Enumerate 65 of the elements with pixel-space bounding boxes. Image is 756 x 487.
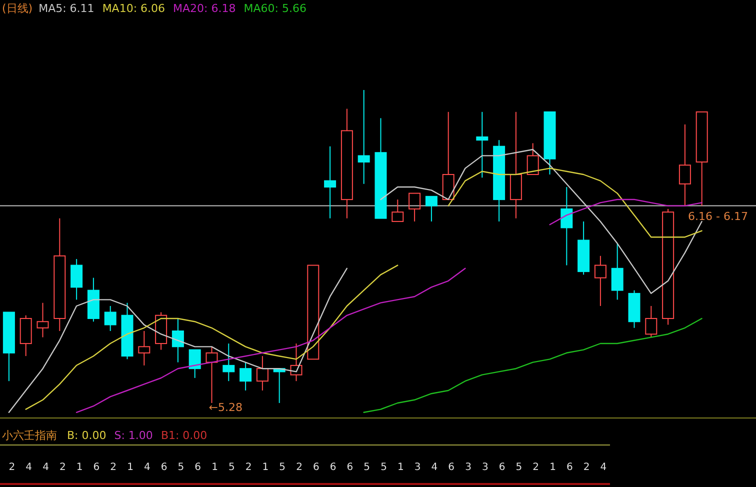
data-label: 6 (93, 462, 100, 473)
data-label: 5 (228, 462, 235, 473)
data-label: 4 (26, 462, 32, 473)
data-label: 5 (364, 462, 370, 473)
candlestick (358, 90, 370, 184)
data-label: 2 (8, 462, 16, 473)
candlestick (138, 330, 150, 366)
data-label: 1 (397, 462, 404, 473)
data-label: 2 (532, 462, 540, 473)
candlestick (36, 302, 49, 338)
candlestick (560, 186, 573, 266)
data-label: 1 (76, 462, 83, 473)
candlestick (54, 218, 66, 332)
candlestick (222, 343, 235, 382)
data-label: 6 (346, 462, 354, 473)
data-label: 5 (178, 462, 184, 473)
candlestick (324, 146, 336, 219)
data-label: 2 (110, 462, 117, 473)
candlestick (510, 111, 522, 219)
annotation: 6.16 - 6.17 (688, 210, 748, 223)
data-label: 6 (160, 462, 168, 473)
candlestick (476, 111, 488, 178)
data-label: 2 (59, 462, 66, 473)
candlestick (172, 318, 184, 363)
candlestick (70, 258, 83, 300)
data-label: 4 (600, 462, 607, 473)
data-label: 6 (566, 462, 573, 473)
text: MA10: 6.06 (102, 2, 166, 15)
data-label: 3 (482, 462, 488, 473)
data-label: 2 (583, 462, 590, 473)
annotation: ←5.28 (208, 401, 242, 414)
data-label: 5 (279, 462, 286, 473)
data-label: 5 (516, 462, 522, 473)
candlestick (611, 242, 624, 300)
data-label: 4 (42, 462, 49, 473)
candlestick (594, 255, 606, 306)
text: 小六壬指南 (2, 429, 57, 442)
candlestick (340, 108, 353, 219)
data-label: 6 (312, 462, 320, 473)
data-label: 1 (550, 462, 556, 473)
data-label: 1 (127, 462, 134, 473)
text: MA5: 6.11 (38, 2, 94, 15)
data-label: 3 (465, 462, 472, 473)
text: S: 1.00 (114, 429, 153, 442)
text: B1: 0.00 (160, 429, 208, 442)
data-label: 6 (194, 462, 202, 473)
data-label: 4 (431, 462, 438, 473)
text: MA20: 6.18 (173, 2, 236, 15)
data-label: 1 (212, 462, 218, 473)
data-label: 4 (144, 462, 150, 473)
candlestick (155, 312, 168, 350)
text: B: 0.00 (67, 429, 106, 442)
text: MA60: 5.66 (244, 2, 306, 15)
candlestick (493, 140, 506, 222)
data-label: 6 (448, 462, 455, 473)
candlestick (678, 124, 691, 206)
data-label: 3 (414, 462, 421, 473)
chart-title: (日线) (2, 2, 33, 15)
data-label: 1 (262, 462, 269, 473)
data-label: 2 (245, 462, 252, 473)
data-label: 6 (330, 462, 336, 473)
candlestick (256, 356, 268, 391)
data-label: 2 (296, 462, 302, 473)
data-label: 6 (498, 462, 506, 473)
data-label: 5 (380, 462, 387, 473)
